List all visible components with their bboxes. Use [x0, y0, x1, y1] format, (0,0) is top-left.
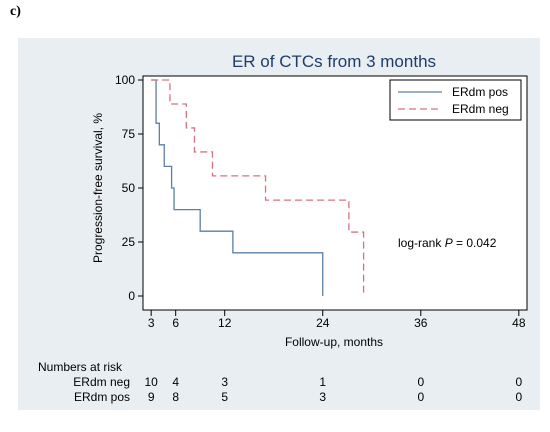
legend-label: ERdm pos	[452, 85, 508, 99]
risk-value: 8	[172, 390, 179, 404]
series-layer	[151, 79, 365, 296]
y-tick-label: 75	[122, 127, 136, 141]
y-tick-label: 0	[128, 289, 135, 303]
x-tick-label: 12	[218, 316, 232, 330]
y-tick-label: 50	[122, 181, 136, 195]
x-axis-label: Follow-up, months	[285, 335, 383, 349]
series-line-2	[151, 79, 365, 296]
risk-value: 5	[221, 390, 228, 404]
risk-value: 9	[148, 390, 155, 404]
plot-frame	[142, 75, 528, 311]
risk-value: 3	[319, 390, 326, 404]
annotation-prefix: log-rank	[398, 236, 445, 250]
risk-value: 0	[515, 390, 522, 404]
chart-title: ER of CTCs from 3 months	[232, 52, 436, 71]
risk-value: 10	[144, 375, 158, 389]
series-line-1	[151, 79, 324, 296]
risk-value: 0	[417, 375, 424, 389]
y-tick-label: 25	[122, 235, 136, 249]
logrank-annotation: log-rank P = 0.042	[398, 236, 497, 250]
risk-value: 0	[515, 375, 522, 389]
risk-row-label: ERdm pos	[74, 390, 130, 404]
y-axis-label: Progression-free survival, %	[91, 113, 105, 263]
risk-row-label: ERdm neg	[73, 375, 130, 389]
x-tick-label: 48	[512, 316, 526, 330]
annotation-p: P	[445, 236, 453, 250]
x-tick-label: 3	[148, 316, 155, 330]
panel-label: c)	[10, 4, 21, 19]
x-tick-label: 36	[414, 316, 428, 330]
risk-value: 4	[172, 375, 179, 389]
legend: ERdm pos ERdm neg	[389, 79, 522, 121]
risk-value: 1	[319, 375, 326, 389]
legend-label: ERdm neg	[452, 102, 509, 116]
risk-table-title: Numbers at risk	[38, 360, 123, 374]
legend-box	[389, 79, 522, 121]
annotation-suffix: = 0.042	[453, 236, 497, 250]
risk-value: 3	[221, 375, 228, 389]
x-tick-label: 24	[316, 316, 330, 330]
y-tick-label: 100	[115, 73, 135, 87]
risk-value: 0	[417, 390, 424, 404]
x-tick-label: 6	[172, 316, 179, 330]
